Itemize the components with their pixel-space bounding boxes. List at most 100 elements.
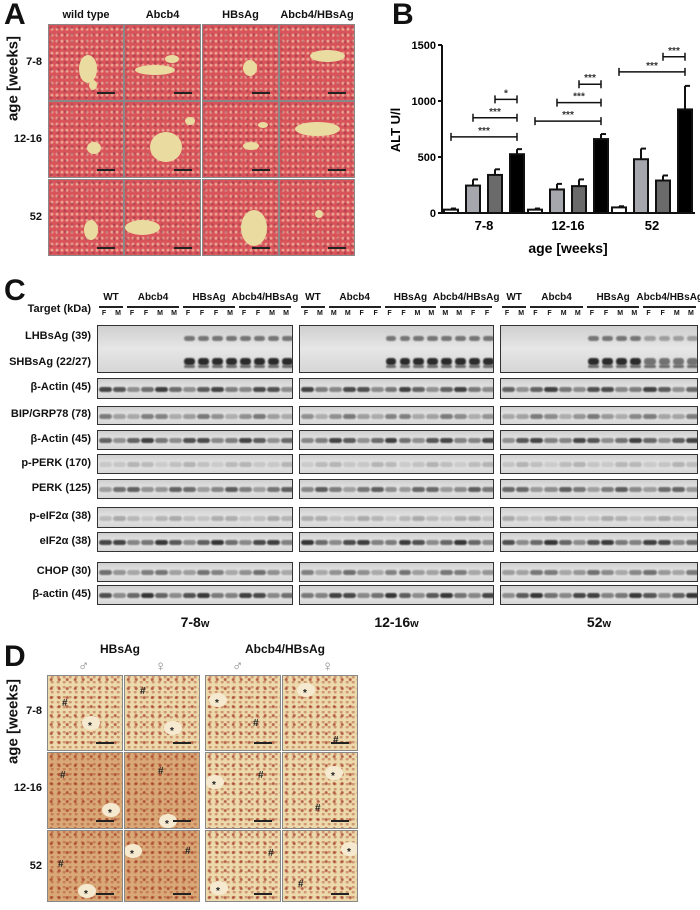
band (225, 462, 238, 467)
band (281, 386, 292, 392)
band (356, 515, 370, 521)
band (686, 336, 697, 341)
band (412, 570, 426, 575)
band (441, 358, 453, 365)
band (239, 413, 252, 419)
band (615, 540, 629, 545)
bar (677, 108, 693, 214)
hash-marker: # (333, 735, 339, 746)
band (99, 487, 112, 492)
band (502, 570, 516, 575)
band (530, 462, 544, 467)
vessel (102, 803, 120, 817)
timepoint-unit: w (200, 618, 210, 630)
scale-bar (97, 169, 115, 171)
band (469, 365, 481, 368)
band (197, 515, 210, 521)
band (426, 413, 440, 419)
band (572, 487, 586, 492)
band (671, 462, 685, 467)
sex-label: F (255, 310, 261, 317)
band (455, 336, 467, 341)
vessel (325, 766, 343, 780)
band (398, 540, 412, 545)
band (657, 487, 671, 492)
band (155, 462, 168, 467)
band (254, 358, 265, 365)
band (601, 570, 615, 575)
band (198, 336, 209, 341)
band (468, 593, 482, 598)
band (99, 570, 112, 575)
scale-bar (174, 92, 192, 94)
band (356, 593, 370, 598)
row-label: 7-8 (26, 56, 42, 68)
band (483, 336, 493, 341)
band (586, 413, 600, 419)
panel-d-ylabel: age [weeks] (4, 678, 22, 765)
band (586, 438, 600, 443)
band (558, 438, 572, 443)
row-label: 12-16 (13, 782, 42, 794)
band (314, 438, 328, 443)
target-label: β-Actin (45) (30, 433, 92, 445)
band (671, 487, 685, 492)
sex-label: F (484, 310, 490, 317)
band (657, 413, 671, 419)
band (211, 540, 224, 545)
band (384, 413, 398, 419)
band (643, 487, 657, 492)
band (629, 413, 643, 419)
band (155, 487, 168, 492)
band (658, 336, 670, 341)
vessel (79, 55, 97, 83)
bar (443, 208, 459, 214)
band (643, 438, 657, 443)
column-header: Abcb4/HBsAg (280, 9, 354, 21)
group-underline (502, 306, 527, 308)
blot-strip (299, 562, 494, 582)
band (671, 593, 685, 598)
band (558, 515, 572, 521)
band (601, 487, 615, 492)
band (468, 487, 482, 492)
band (530, 570, 544, 575)
band (516, 386, 530, 392)
band (629, 570, 643, 575)
band (268, 358, 279, 365)
group-underline (530, 306, 583, 308)
vessel (209, 693, 227, 707)
band (544, 540, 558, 545)
band (469, 358, 481, 365)
band (239, 386, 252, 392)
star-marker: * (88, 721, 92, 732)
significance-bracket (472, 113, 518, 122)
band (169, 462, 182, 467)
row-label: 12-16 (13, 133, 42, 145)
hash-marker: # (253, 718, 259, 729)
blot-strip (299, 585, 494, 605)
bar (571, 185, 587, 214)
band (225, 413, 238, 419)
band (530, 593, 544, 598)
vessel (315, 210, 323, 218)
band (398, 515, 412, 521)
ihc-micrograph: * # (282, 675, 358, 751)
row-label: 52 (29, 860, 42, 872)
band (240, 336, 251, 341)
scale-bar (96, 893, 114, 895)
x-tick-label: 7-8 (475, 218, 494, 233)
alt-bar-chart: 0 500 1000 1500 7-8 12-16 52 age [weeks] ALT U/l… (388, 40, 695, 256)
band (686, 358, 697, 365)
band (483, 358, 493, 365)
group-header: Abcb4/HBsAg (636, 292, 700, 303)
band (253, 515, 266, 521)
band (127, 386, 140, 392)
band (454, 540, 468, 545)
band (113, 540, 126, 545)
band (197, 386, 210, 392)
band (516, 462, 530, 467)
he-micrograph (124, 101, 201, 178)
sex-label: M (631, 310, 638, 317)
band (370, 515, 384, 521)
